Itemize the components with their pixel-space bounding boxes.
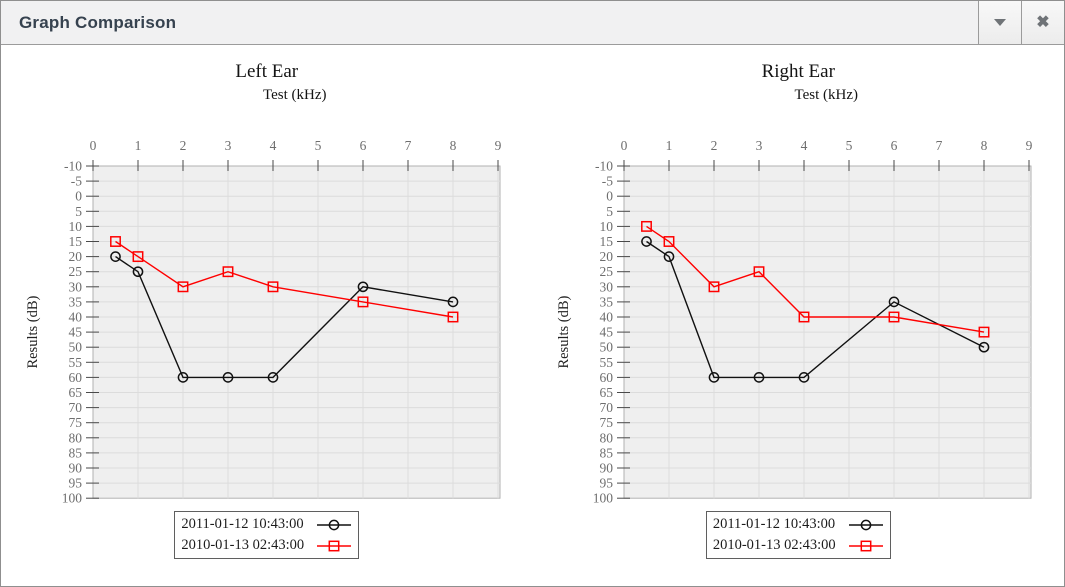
svg-text:0: 0 bbox=[621, 138, 628, 153]
triangle-down-icon bbox=[994, 19, 1006, 26]
svg-text:40: 40 bbox=[68, 310, 82, 325]
svg-text:15: 15 bbox=[68, 234, 82, 249]
svg-text:1: 1 bbox=[666, 138, 673, 153]
svg-text:10: 10 bbox=[68, 219, 82, 234]
svg-text:55: 55 bbox=[68, 355, 82, 370]
svg-text:20: 20 bbox=[68, 249, 82, 264]
legend-label-series1: 2011-01-12 10:43:00 bbox=[712, 516, 836, 532]
legend-row: 2010-01-13 02:43:00 bbox=[713, 535, 884, 556]
svg-text:70: 70 bbox=[600, 400, 614, 415]
svg-text:0: 0 bbox=[89, 138, 96, 153]
svg-text:2: 2 bbox=[711, 138, 718, 153]
svg-text:85: 85 bbox=[68, 445, 82, 460]
svg-text:30: 30 bbox=[68, 279, 82, 294]
svg-text:7: 7 bbox=[936, 138, 943, 153]
svg-text:40: 40 bbox=[600, 310, 614, 325]
svg-text:65: 65 bbox=[68, 385, 82, 400]
svg-text:35: 35 bbox=[68, 294, 82, 309]
x-axis-title-right: Test (kHz) bbox=[794, 87, 858, 103]
svg-text:60: 60 bbox=[68, 370, 82, 385]
svg-text:6: 6 bbox=[891, 138, 898, 153]
svg-text:5: 5 bbox=[314, 138, 321, 153]
svg-text:3: 3 bbox=[224, 138, 231, 153]
svg-text:75: 75 bbox=[600, 415, 614, 430]
svg-text:Results (dB): Results (dB) bbox=[25, 295, 41, 368]
svg-text:8: 8 bbox=[981, 138, 988, 153]
close-icon: ✖ bbox=[1036, 13, 1050, 31]
svg-text:10: 10 bbox=[600, 219, 614, 234]
left-ear-chart: Left Ear Test (kHz) 0 1 2 3 4 5 6 7 8 9 -10 -5 0 5 10 1… bbox=[1, 61, 533, 559]
dialog-title: Graph Comparison bbox=[19, 12, 177, 32]
svg-text:7: 7 bbox=[404, 138, 411, 153]
legend-label-series1: 2011-01-12 10:43:00 bbox=[181, 516, 304, 532]
svg-text:9: 9 bbox=[1026, 138, 1033, 153]
svg-text:4: 4 bbox=[269, 138, 276, 153]
svg-text:90: 90 bbox=[68, 461, 82, 476]
svg-text:3: 3 bbox=[756, 138, 763, 153]
svg-text:85: 85 bbox=[600, 445, 614, 460]
svg-text:100: 100 bbox=[593, 491, 614, 506]
svg-text:60: 60 bbox=[600, 370, 614, 385]
svg-text:Results (dB): Results (dB) bbox=[556, 295, 572, 368]
svg-text:-5: -5 bbox=[602, 174, 613, 189]
svg-text:75: 75 bbox=[68, 415, 82, 430]
svg-text:90: 90 bbox=[600, 461, 614, 476]
svg-text:95: 95 bbox=[600, 476, 614, 491]
svg-text:50: 50 bbox=[600, 340, 614, 355]
svg-text:50: 50 bbox=[68, 340, 82, 355]
right-ear-plot: 0 1 2 3 4 5 6 7 8 9-10-50510152025303540455055606… bbox=[556, 138, 1033, 506]
svg-text:80: 80 bbox=[600, 430, 614, 445]
circle-marker-icon bbox=[848, 519, 883, 530]
legend-label-series2: 2010-01-13 02:43:00 bbox=[181, 537, 305, 553]
svg-text:55: 55 bbox=[600, 355, 614, 370]
svg-text:70: 70 bbox=[68, 400, 82, 415]
legend-left: 2011-01-12 10:43:00 2010-01-13 02:43:00 bbox=[174, 511, 360, 559]
svg-text:5: 5 bbox=[75, 204, 82, 219]
square-marker-icon bbox=[848, 540, 883, 551]
legend-label-series2: 2010-01-13 02:43:00 bbox=[712, 537, 836, 553]
svg-text:-5: -5 bbox=[71, 174, 82, 189]
svg-text:5: 5 bbox=[846, 138, 853, 153]
close-button[interactable]: ✖ bbox=[1021, 1, 1064, 44]
svg-text:4: 4 bbox=[801, 138, 808, 153]
svg-text:1: 1 bbox=[134, 138, 141, 153]
svg-text:30: 30 bbox=[600, 279, 614, 294]
dialog-content: Left Ear Test (kHz) 0 1 2 3 4 5 6 7 8 9 -10 -5 0 5 10 1… bbox=[1, 45, 1064, 559]
chart-title-right: Right Ear bbox=[761, 61, 835, 82]
right-ear-chart: Right Ear Test (kHz) 0 1 2 3 4 5 6 7 8 9 -10 -5 0 5 10… bbox=[533, 61, 1065, 559]
svg-text:6: 6 bbox=[359, 138, 366, 153]
svg-text:5: 5 bbox=[607, 204, 614, 219]
svg-text:80: 80 bbox=[68, 430, 82, 445]
svg-text:25: 25 bbox=[68, 264, 82, 279]
collapse-button[interactable] bbox=[978, 1, 1021, 44]
left-ear-plot: 0 1 2 3 4 5 6 7 8 9-10-50510152025303540455055606… bbox=[25, 138, 502, 506]
svg-text:65: 65 bbox=[600, 385, 614, 400]
svg-text:20: 20 bbox=[600, 249, 614, 264]
chart-title-left: Left Ear bbox=[235, 61, 299, 82]
svg-text:-10: -10 bbox=[64, 159, 82, 174]
svg-text:8: 8 bbox=[449, 138, 456, 153]
dialog-titlebar[interactable]: Graph Comparison ✖ bbox=[1, 1, 1064, 45]
legend-row: 2010-01-13 02:43:00 bbox=[181, 535, 352, 556]
svg-text:9: 9 bbox=[494, 138, 501, 153]
x-axis-title-left: Test (kHz) bbox=[262, 87, 327, 103]
legend-row: 2011-01-12 10:43:00 bbox=[713, 514, 884, 535]
svg-text:-10: -10 bbox=[595, 159, 613, 174]
svg-text:45: 45 bbox=[600, 325, 614, 340]
legend-right: 2011-01-12 10:43:00 2010-01-13 02:43:00 bbox=[705, 511, 891, 559]
square-marker-icon bbox=[317, 540, 352, 551]
svg-text:95: 95 bbox=[68, 476, 82, 491]
svg-text:45: 45 bbox=[68, 325, 82, 340]
svg-text:35: 35 bbox=[600, 294, 614, 309]
circle-marker-icon bbox=[317, 519, 352, 530]
svg-text:25: 25 bbox=[600, 264, 614, 279]
svg-text:15: 15 bbox=[600, 234, 614, 249]
svg-text:100: 100 bbox=[62, 491, 83, 506]
svg-text:2: 2 bbox=[179, 138, 186, 153]
svg-text:0: 0 bbox=[75, 189, 82, 204]
legend-row: 2011-01-12 10:43:00 bbox=[181, 514, 352, 535]
svg-text:0: 0 bbox=[607, 189, 614, 204]
